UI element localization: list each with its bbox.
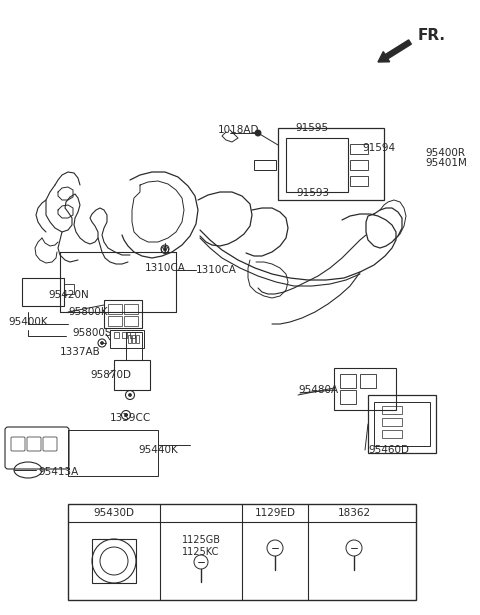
Text: 95400K: 95400K [8,317,48,327]
Bar [286,138,348,192]
Text: 18362: 18362 [337,508,371,518]
Text: 95800S: 95800S [72,328,111,338]
Bar [374,402,430,446]
Text: 1339CC: 1339CC [110,413,151,423]
Text: 1310CA: 1310CA [196,265,237,275]
Text: 91594: 91594 [362,143,395,153]
Bar [278,128,384,200]
Bar [130,332,135,338]
Bar [382,430,402,438]
Text: 1125KC: 1125KC [182,547,220,557]
Circle shape [100,341,104,344]
Bar [108,304,122,314]
Bar [254,160,276,170]
Bar [92,539,136,583]
Text: 91595: 91595 [295,123,328,133]
Circle shape [124,413,128,416]
Text: 95800K: 95800K [68,307,108,317]
Text: 95401M: 95401M [425,158,467,168]
Text: 1018AD: 1018AD [218,125,260,135]
Circle shape [164,247,167,250]
Text: 1310CA: 1310CA [145,263,186,273]
Bar [108,316,122,326]
Bar [132,335,135,343]
Circle shape [164,249,166,251]
Text: 95420N: 95420N [48,290,89,300]
Text: 95460D: 95460D [368,445,409,455]
Bar [350,176,368,186]
Bar [110,330,144,348]
Bar [128,335,131,343]
Bar [350,160,368,170]
Bar [350,144,368,154]
Text: 95480A: 95480A [298,385,338,395]
Text: 95400R: 95400R [425,148,465,158]
Bar [382,406,402,414]
Circle shape [255,130,261,136]
Bar [22,278,64,306]
Bar [124,316,138,326]
Bar [334,368,396,410]
Bar [114,360,150,390]
Bar [114,332,119,338]
Text: 1129ED: 1129ED [254,508,296,518]
Bar [340,390,356,404]
Text: 95440K: 95440K [138,445,178,455]
FancyArrow shape [378,40,411,62]
Bar [382,418,402,426]
Text: 91593: 91593 [296,188,329,198]
Text: FR.: FR. [418,28,446,43]
Text: 95430D: 95430D [94,508,134,518]
Bar [360,374,376,388]
Bar [340,374,356,388]
Text: 1337AB: 1337AB [60,347,101,357]
Bar [136,335,139,343]
Bar [104,300,142,328]
Bar [64,284,74,294]
Bar [122,332,127,338]
Circle shape [129,394,132,397]
Bar [68,430,158,476]
Bar [126,332,142,360]
Text: 95413A: 95413A [38,467,78,477]
Bar [368,395,436,453]
Bar [124,304,138,314]
Bar [68,504,416,600]
Text: 1125GB: 1125GB [181,535,220,545]
Text: 95870D: 95870D [90,370,131,380]
